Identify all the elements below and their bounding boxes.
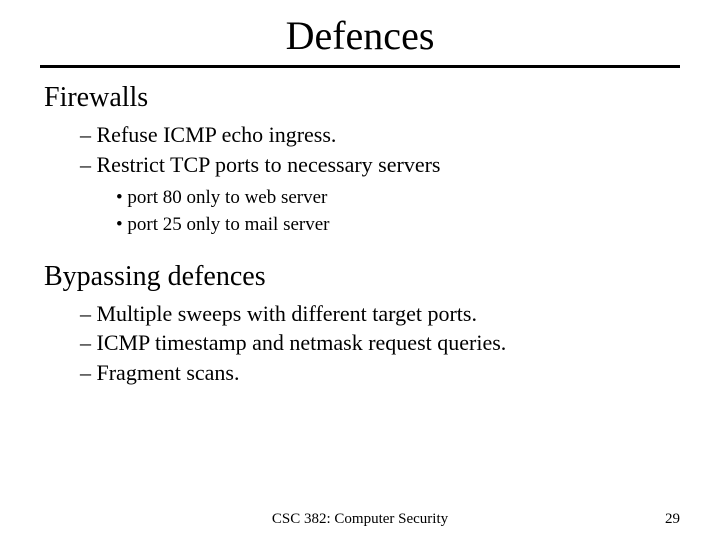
firewalls-sublist: port 80 only to web server port 25 only … [116,185,676,238]
slide-title: Defences [0,12,720,59]
list-item: port 25 only to mail server [116,212,676,239]
section-heading-bypassing: Bypassing defences [44,261,676,293]
section-heading-firewalls: Firewalls [44,82,676,114]
list-item: port 80 only to web server [116,185,676,212]
title-rule [40,65,680,68]
slide-body: Firewalls Refuse ICMP echo ingress. Rest… [0,82,720,388]
bypassing-list: Multiple sweeps with different target po… [80,299,676,388]
footer-page-number: 29 [665,511,680,528]
list-item: Refuse ICMP echo ingress. [80,120,676,150]
list-item: Multiple sweeps with different target po… [80,299,676,329]
footer-course: CSC 382: Computer Security [0,511,720,528]
list-item: Restrict TCP ports to necessary servers [80,150,676,180]
list-item: Fragment scans. [80,358,676,388]
slide: Defences Firewalls Refuse ICMP echo ingr… [0,12,720,540]
firewalls-list: Refuse ICMP echo ingress. Restrict TCP p… [80,120,676,179]
list-item: ICMP timestamp and netmask request queri… [80,328,676,358]
